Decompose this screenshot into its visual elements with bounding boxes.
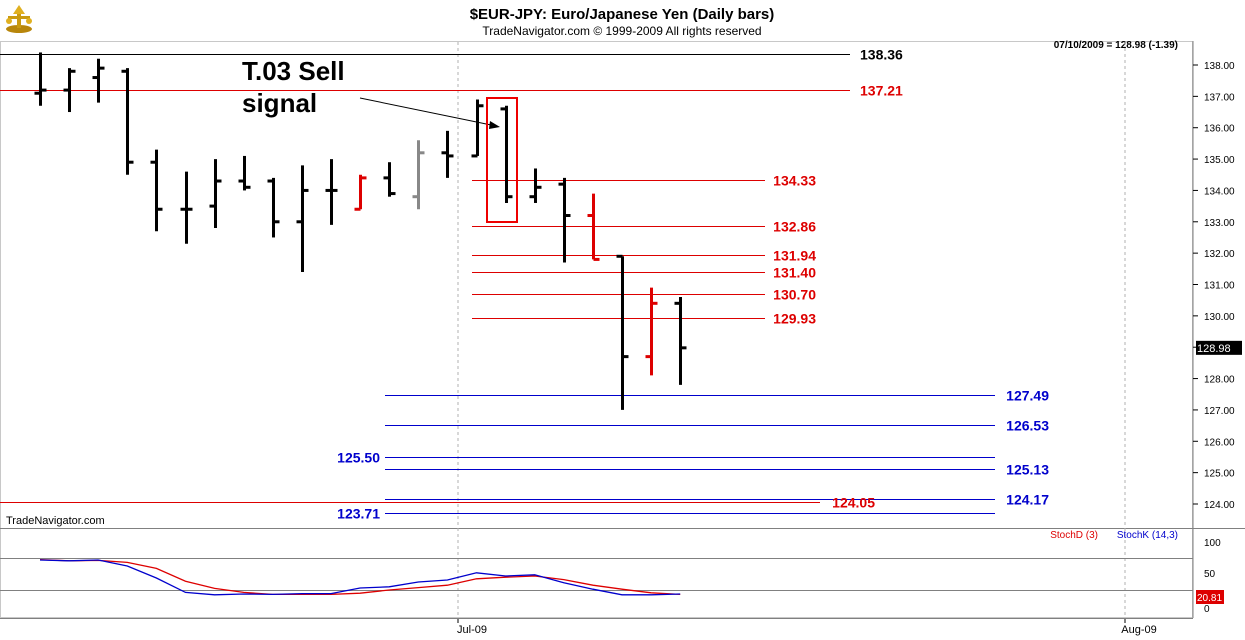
last-price-label: 128.98 (1197, 343, 1231, 355)
y-tick-label: 131.00 (1204, 281, 1235, 292)
stoch-last-label: 20.81 (1197, 593, 1222, 604)
last-bar-info: 07/10/2009 = 128.98 (-1.39) (1054, 40, 1178, 51)
ohlc-bar (34, 52, 47, 106)
x-tick-label: Jul-09 (457, 624, 487, 636)
stoch-series-line (39, 558, 681, 596)
annotation-text: T.03 Sell signal (242, 56, 345, 118)
legend-stochk: StochK (14,3) (1117, 530, 1178, 541)
ohlc-bar (63, 68, 76, 113)
tradenavigator-logo (6, 5, 32, 33)
level-label: 134.33 (773, 173, 816, 189)
ohlc-bar (471, 99, 484, 158)
time-axis: Jul-09 Aug-09 (0, 618, 1193, 636)
level-label: 131.40 (773, 265, 816, 281)
ohlc-bar (616, 254, 629, 410)
price-bars (34, 52, 687, 410)
ohlc-bar (267, 177, 280, 238)
y-tick-label: 125.00 (1204, 469, 1235, 480)
ohlc-bar (587, 193, 600, 261)
ohlc-bar (180, 171, 193, 244)
ohlc-bar (674, 297, 687, 385)
y-tick-label: 124.00 (1204, 500, 1235, 511)
ohlc-bar (238, 155, 251, 191)
y-tick-label: 127.00 (1204, 406, 1235, 417)
y-tick-label: 134.00 (1204, 186, 1235, 197)
x-tick-label: Aug-09 (1121, 624, 1156, 636)
chart-subtitle: TradeNavigator.com © 1999-2009 All right… (482, 24, 761, 38)
ohlc-bar (558, 177, 571, 263)
level-label: 124.17 (1006, 492, 1049, 508)
level-label: 131.94 (773, 248, 816, 264)
stoch-panel: StochD (3) StochK (14,3) 0 50 100 20.81 (0, 530, 1224, 615)
chart-title: $EUR-JPY: Euro/Japanese Yen (Daily bars) (470, 6, 775, 23)
stoch-tick-label: 50 (1204, 569, 1216, 580)
last-price-box (1196, 340, 1242, 355)
level-label: 130.70 (773, 287, 816, 303)
y-tick-label: 137.00 (1204, 92, 1235, 103)
y-tick-label: 138.00 (1204, 61, 1235, 72)
stoch-panel-frame (0, 528, 1193, 618)
level-label: 129.93 (773, 311, 816, 327)
signal-highlight-box (486, 97, 518, 223)
stoch-series-line (39, 559, 681, 596)
ohlc-bar (383, 162, 396, 197)
legend-stochd: StochD (3) (1050, 530, 1098, 541)
watermark: TradeNavigator.com (6, 515, 105, 527)
level-label: 126.53 (1006, 418, 1049, 434)
ohlc-bar (645, 287, 658, 376)
level-label: 124.05 (832, 495, 875, 511)
level-label: 123.71 (337, 506, 380, 522)
stoch-last-box (1196, 590, 1224, 604)
price-panel-frame (0, 41, 1193, 529)
y-tick-label: 128.00 (1204, 375, 1235, 386)
annotation-arrow (359, 97, 497, 127)
level-label: 127.49 (1006, 388, 1049, 404)
ohlc-bar (441, 130, 454, 178)
ohlc-bar (529, 168, 542, 203)
ohlc-bar (209, 159, 222, 229)
stoch-tick-label: 0 (1204, 604, 1210, 615)
y-tick-label: 135.00 (1204, 155, 1235, 166)
y-tick-label: 133.00 (1204, 218, 1235, 229)
ohlc-bar (92, 58, 105, 103)
ohlc-bar (121, 68, 134, 175)
price-axis: 124.00125.00126.00127.00128.00129.00130.… (1193, 61, 1242, 511)
y-tick-label: 132.00 (1204, 249, 1235, 260)
ohlc-bar (500, 105, 513, 203)
level-label: 138.36 (860, 47, 903, 63)
ohlc-bar (325, 159, 338, 225)
y-tick-label: 136.00 (1204, 124, 1235, 135)
arrowhead-icon (489, 121, 500, 129)
sell-signal-annotation: T.03 Sell signal (242, 56, 518, 223)
level-label: 125.13 (1006, 462, 1049, 478)
annotation-line: signal (242, 88, 317, 118)
ohlc-bar (296, 165, 309, 272)
y-tick-label: 126.00 (1204, 437, 1235, 448)
annotation-line: T.03 Sell (242, 56, 345, 86)
level-label: 125.50 (337, 450, 380, 466)
stoch-tick-label: 100 (1204, 538, 1221, 549)
ohlc-bar (354, 174, 367, 211)
ohlc-bar (412, 140, 425, 210)
level-label: 137.21 (860, 83, 903, 99)
level-label: 132.86 (773, 219, 816, 235)
ohlc-bar (150, 149, 163, 232)
y-tick-label: 130.00 (1204, 312, 1235, 323)
grid (457, 42, 1126, 618)
